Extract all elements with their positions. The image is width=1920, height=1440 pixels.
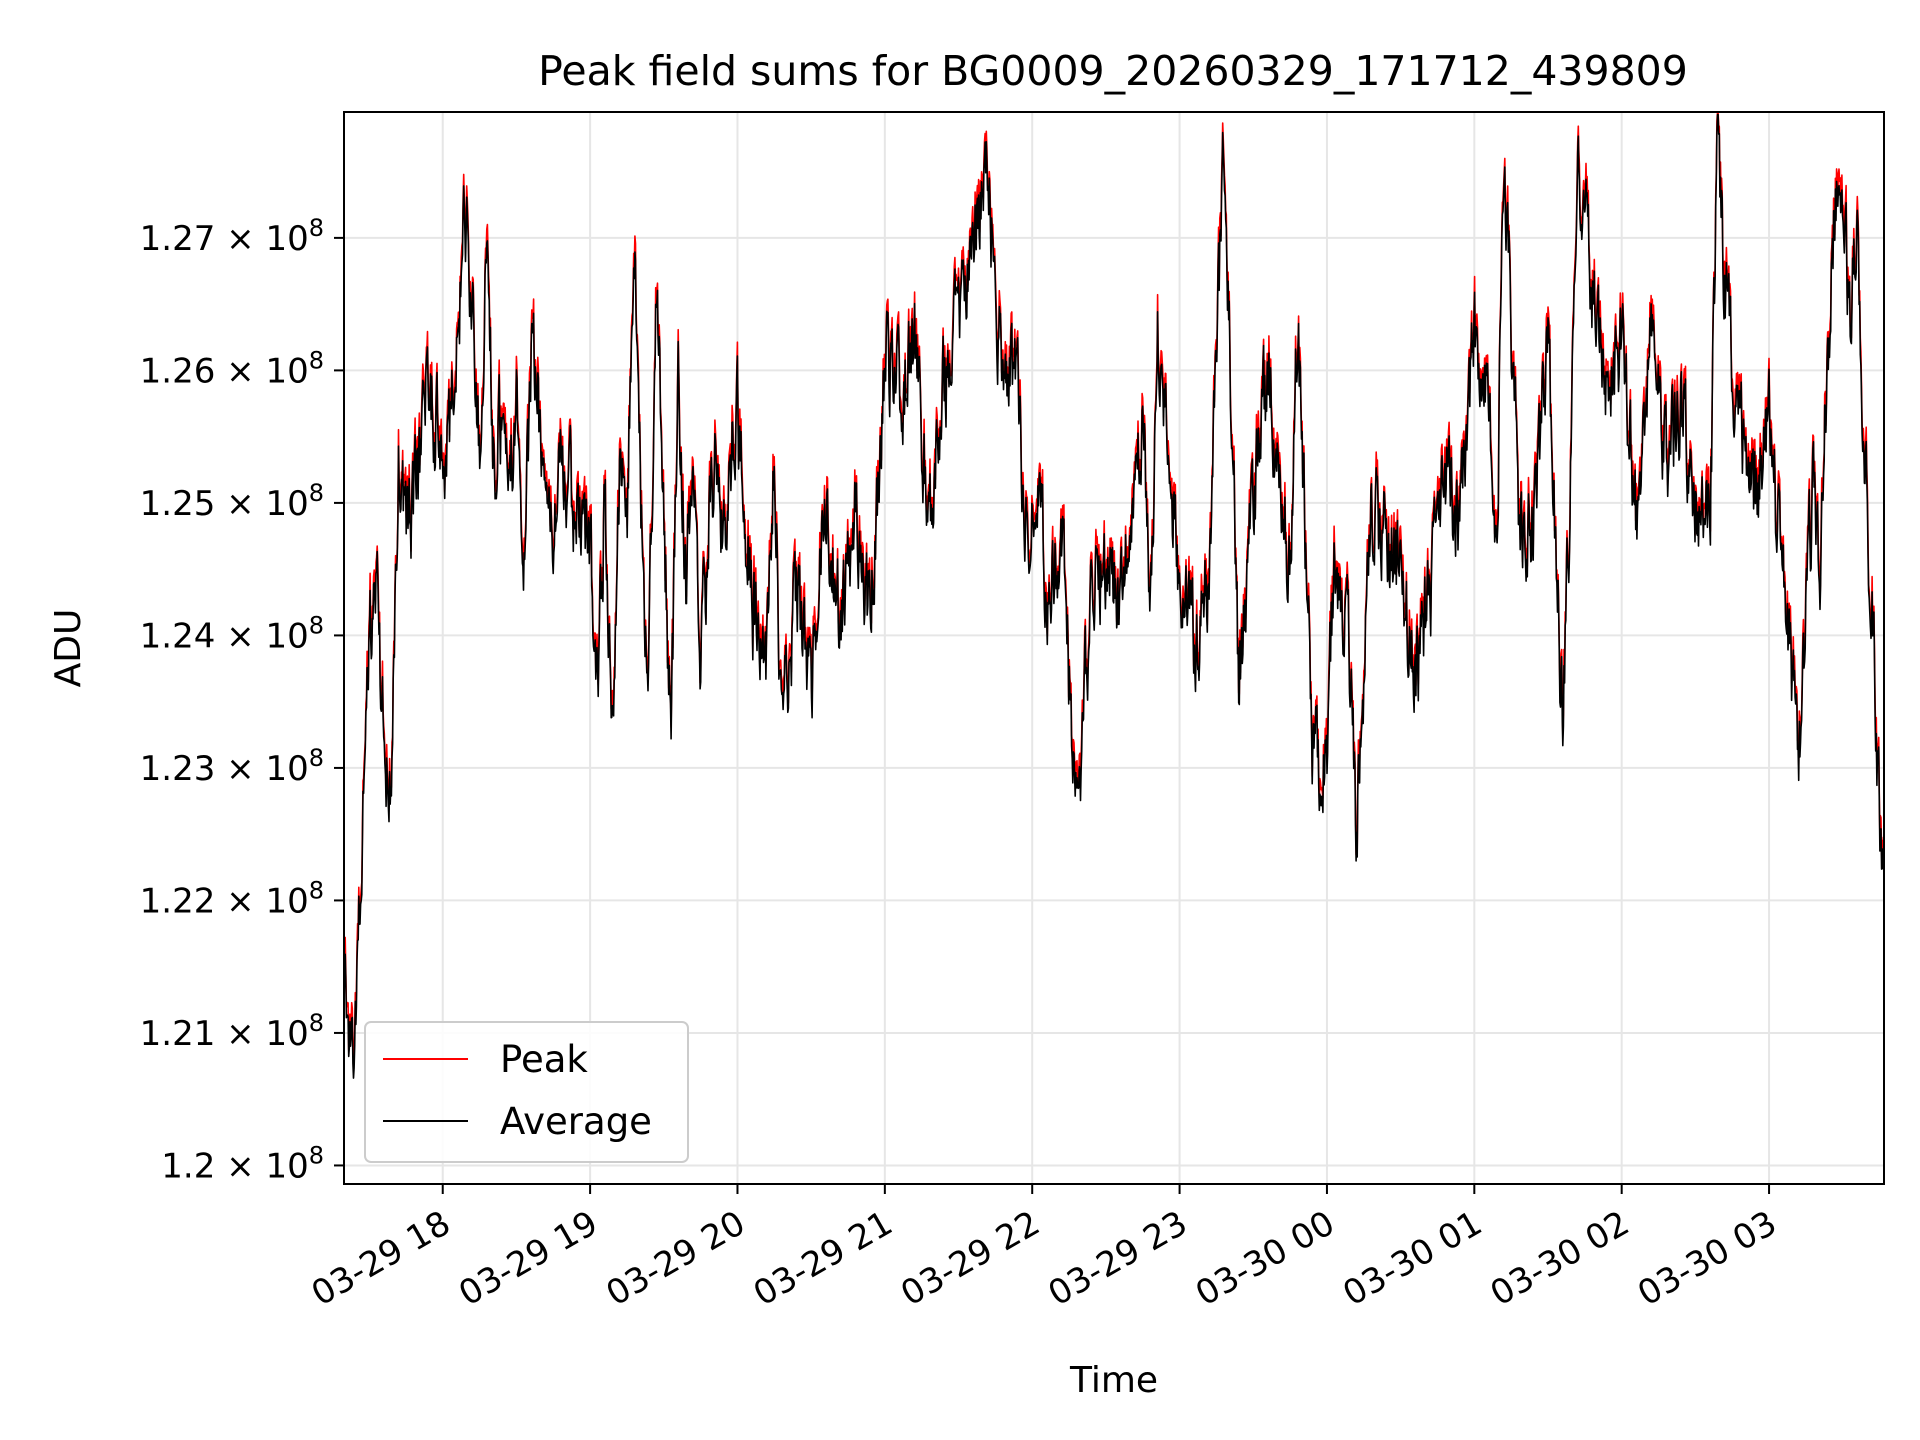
y-tick-label: 1.21 × 108 bbox=[140, 1009, 324, 1054]
y-tick-label: 1.2 × 108 bbox=[161, 1141, 324, 1186]
plot-background bbox=[344, 112, 1884, 1184]
legend-label-peak: Peak bbox=[500, 1038, 588, 1081]
plot-area bbox=[343, 111, 1885, 1185]
y-axis-title: ADU bbox=[48, 609, 89, 688]
y-tick-label: 1.23 × 108 bbox=[140, 744, 324, 789]
y-tick-label: 1.24 × 108 bbox=[140, 611, 324, 656]
legend-box bbox=[364, 1021, 689, 1163]
x-axis-title: Time bbox=[1069, 1360, 1158, 1401]
legend: Peak Average bbox=[364, 1021, 689, 1163]
y-tick-label: 1.22 × 108 bbox=[140, 876, 324, 921]
series-line-average bbox=[343, 113, 1885, 1079]
y-tick-label: 1.25 × 108 bbox=[140, 479, 324, 524]
series-lines bbox=[343, 111, 1885, 1079]
chart-title: Peak field sums for BG0009_20260329_1717… bbox=[538, 47, 1688, 95]
y-tick-label: 1.26 × 108 bbox=[140, 346, 324, 391]
plot-frame bbox=[343, 111, 1885, 1185]
y-tick-label: 1.27 × 108 bbox=[140, 214, 324, 259]
legend-label-average: Average bbox=[500, 1100, 652, 1143]
y-axis: 1.2 × 108 1.21 × 108 1.22 × 108 1.23 × 108 1… bbox=[140, 214, 344, 1186]
grid-lines bbox=[344, 112, 1884, 1184]
